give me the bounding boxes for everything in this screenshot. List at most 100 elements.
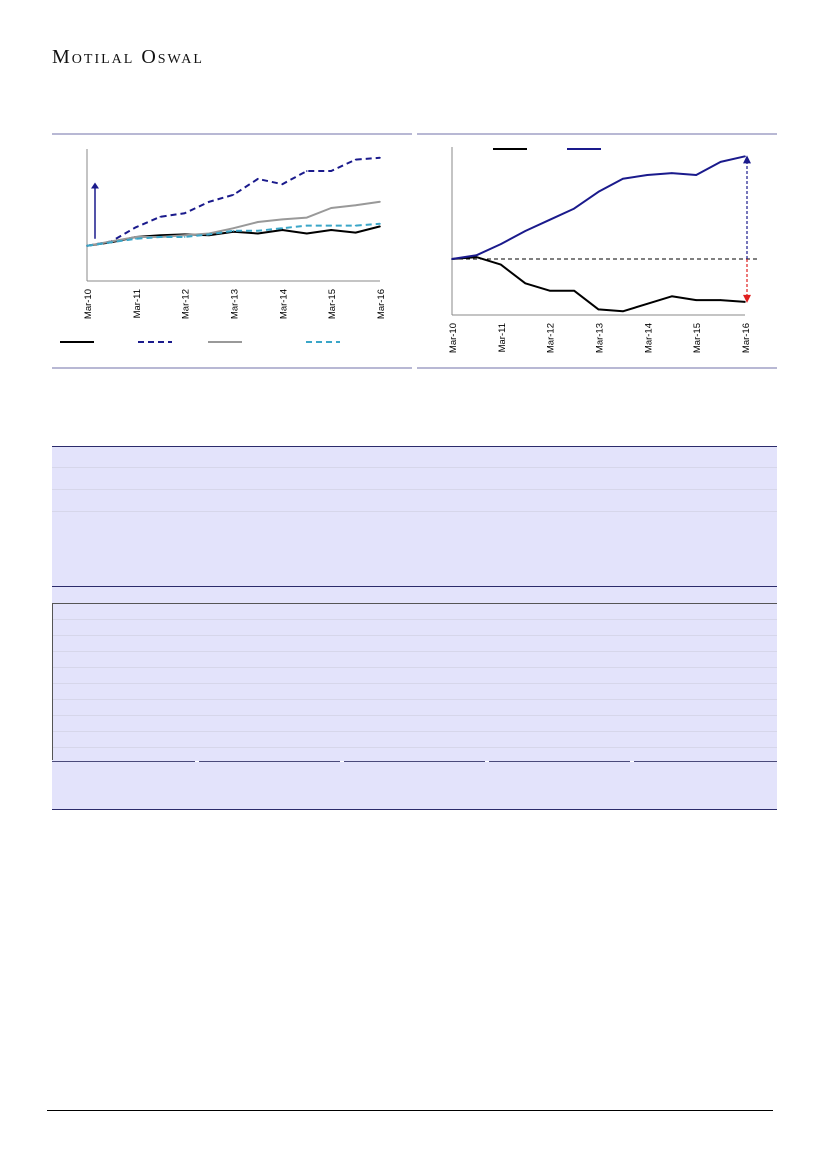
series-4-point <box>379 223 381 225</box>
series-4-point <box>281 227 284 229</box>
series-1-point <box>305 232 308 235</box>
series-4-point <box>257 230 259 232</box>
series-2-point <box>354 158 357 161</box>
x-tick-label: Mar-16 <box>741 323 752 353</box>
x-tick-label: Mar-11 <box>497 323 508 352</box>
series-1-point <box>646 303 649 305</box>
column-separator <box>489 761 630 765</box>
series-2-point <box>597 191 600 193</box>
footer-rule <box>47 1110 773 1111</box>
series-4-point <box>305 224 308 227</box>
series-2-point <box>695 174 697 176</box>
data-table <box>52 446 777 810</box>
series-1-point <box>597 308 600 311</box>
series-3-point <box>183 234 186 237</box>
series-2-point <box>573 207 575 210</box>
series-2-point <box>232 193 235 196</box>
series-4-point <box>354 224 357 227</box>
series-1-point <box>257 232 259 235</box>
table-row <box>53 699 777 700</box>
series-1-point <box>719 299 722 301</box>
series-4-point <box>208 233 210 236</box>
up-arrow-head <box>91 182 99 189</box>
series-3-point <box>379 201 381 203</box>
series-4-point <box>159 236 162 238</box>
table-row <box>53 683 777 684</box>
series-2-point <box>159 215 162 218</box>
series-2-point <box>475 254 478 257</box>
right-line-chart: Mar-10 Mar-11 Mar-12 Mar-13 Mar-14 Mar-15 Mar-… <box>448 147 757 353</box>
x-tick-label: Mar-13 <box>595 323 606 353</box>
panel-top-rule <box>52 133 412 135</box>
x-tick-label: Mar-16 <box>376 289 387 319</box>
series-4-point <box>110 241 113 244</box>
table-row <box>53 635 777 636</box>
series-3-point <box>281 218 284 221</box>
table-row <box>53 731 777 732</box>
series-2-point <box>305 170 308 172</box>
series-2-point <box>379 157 381 159</box>
series-1-point <box>622 310 624 313</box>
series-2-point <box>744 155 746 158</box>
x-tick-label: Mar-14 <box>643 323 654 353</box>
x-tick-label: Mar-14 <box>278 289 289 319</box>
table-row <box>53 619 777 620</box>
panel-bottom-rule <box>52 367 412 369</box>
x-tick-label: Mar-12 <box>181 289 192 319</box>
table-row <box>52 467 777 468</box>
series-2-point <box>622 177 624 180</box>
series-4-point <box>135 237 137 240</box>
column-separator <box>344 761 485 765</box>
series-3-point <box>135 236 137 238</box>
series-1-point <box>670 295 673 298</box>
x-tick-label: Mar-15 <box>327 289 338 319</box>
x-tick-label: Mar-15 <box>692 323 703 353</box>
series-line-1 <box>86 225 381 247</box>
series-1-point <box>281 229 284 231</box>
table-body <box>52 603 777 760</box>
series-1-point <box>500 263 502 266</box>
table-row <box>53 667 777 668</box>
series-1-point <box>573 289 575 292</box>
table-row <box>52 511 777 512</box>
series-2-point <box>548 219 551 221</box>
series-4-point <box>86 245 88 247</box>
x-tick-label: Mar-12 <box>546 323 557 353</box>
series-1-point <box>695 299 697 301</box>
series-3-point <box>305 216 308 219</box>
series-2-point <box>135 226 137 229</box>
table-row <box>53 715 777 716</box>
left-chart-panel: Mar-10 Mar-11 Mar-12 Mar-13 Mar-14 Mar-15 Mar-… <box>52 133 412 369</box>
series-1-point <box>475 256 478 258</box>
column-separator <box>199 761 340 765</box>
series-2-point <box>330 170 332 172</box>
series-line-2 <box>451 155 746 260</box>
table-row <box>53 747 777 748</box>
x-tick-label: Mar-11 <box>132 289 143 318</box>
brand-logo: Motilal Oswal <box>52 46 204 68</box>
series-2-point <box>646 174 649 176</box>
left-line-chart: Mar-10 Mar-11 Mar-12 Mar-13 Mar-14 Mar-15 Mar-… <box>60 149 387 343</box>
series-2-point <box>719 161 722 163</box>
series-3-point <box>330 207 332 209</box>
x-tick-label: Mar-10 <box>448 323 459 353</box>
series-3-point <box>232 227 235 229</box>
series-line-4 <box>86 222 381 247</box>
series-4-point <box>232 230 235 232</box>
downside-arrow-head <box>743 294 751 303</box>
series-3-point <box>354 204 357 207</box>
right-chart-panel: Mar-10 Mar-11 Mar-12 Mar-13 Mar-14 Mar-15 Mar-… <box>417 133 777 369</box>
series-2-point <box>524 230 527 232</box>
panel-top-rule <box>417 133 777 135</box>
upside-arrow-head <box>743 155 751 164</box>
series-2-point <box>500 243 502 245</box>
series-line-1 <box>451 256 746 313</box>
series-4-point <box>183 236 186 238</box>
x-tick-label: Mar-10 <box>83 289 94 319</box>
series-4-point <box>330 224 332 227</box>
table-header-divider <box>52 586 777 587</box>
series-1-point <box>379 225 381 228</box>
column-separator <box>634 761 777 765</box>
series-2-point <box>257 178 259 180</box>
series-1-point <box>548 289 551 292</box>
